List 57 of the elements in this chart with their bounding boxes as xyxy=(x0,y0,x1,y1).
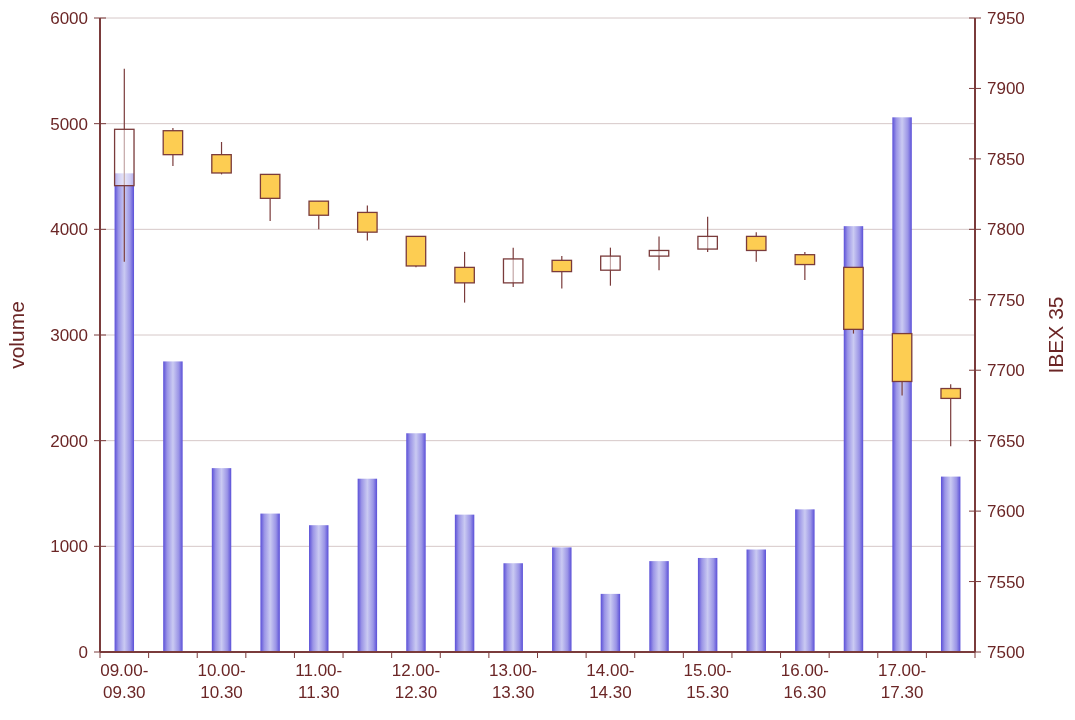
bar xyxy=(309,525,329,652)
y2-tick-label: 7950 xyxy=(987,8,1025,28)
y2-tick-label: 7900 xyxy=(987,79,1025,99)
bar xyxy=(649,561,669,652)
y2-axis-title: IBEX 35 xyxy=(1044,296,1067,374)
candlestick xyxy=(502,247,524,288)
y2-tick-label: 7850 xyxy=(987,149,1025,169)
candlestick xyxy=(551,255,573,290)
candlestick xyxy=(745,231,767,263)
y-tick-label: 1000 xyxy=(50,537,88,557)
x-tick-label: 12.00-12.30 xyxy=(391,661,441,702)
x-tick-label: 14.00-14.30 xyxy=(586,661,635,702)
candlestick xyxy=(454,251,475,304)
candlestick xyxy=(648,235,670,271)
x-tick-label: 11.00-11.30 xyxy=(295,661,343,702)
bar xyxy=(163,361,183,652)
bar xyxy=(260,513,280,652)
candlestick xyxy=(259,173,281,222)
bar xyxy=(552,547,572,652)
candlestick xyxy=(308,200,330,230)
candlestick xyxy=(940,383,962,447)
x-tick-label: 17.00-17.30 xyxy=(877,661,927,702)
bar xyxy=(940,476,961,652)
y2-tick-label: 7750 xyxy=(987,290,1025,310)
x-tick-label: 16.00-16.30 xyxy=(780,661,829,702)
bar xyxy=(503,563,523,652)
candlestick xyxy=(162,127,184,167)
x-tick-label: 13.00-13.30 xyxy=(489,661,538,702)
y-tick-label: 5000 xyxy=(50,114,88,134)
candlestick xyxy=(211,141,232,175)
y2-tick-label: 7550 xyxy=(987,572,1025,592)
candlestick xyxy=(356,204,378,242)
bar xyxy=(600,593,621,652)
bar xyxy=(406,433,426,652)
y2-tick-label: 7700 xyxy=(987,361,1025,381)
y-tick-label: 4000 xyxy=(50,220,88,240)
candlestick xyxy=(794,251,816,281)
candlestick xyxy=(600,247,621,287)
x-tick-label: 09.00-09.30 xyxy=(100,661,149,702)
x-tick-label: 10.00-10.30 xyxy=(197,661,246,702)
bar xyxy=(746,549,766,652)
y-axis-title: volume xyxy=(5,301,28,369)
y-tick-label: 2000 xyxy=(50,431,88,451)
y2-tick-label: 7600 xyxy=(987,502,1025,522)
bar xyxy=(211,468,232,652)
x-tick-label: 15.00-15.30 xyxy=(683,661,732,702)
y2-tick-label: 7800 xyxy=(987,220,1025,240)
y-tick-label: 3000 xyxy=(50,325,88,345)
bar xyxy=(454,514,475,652)
bar xyxy=(795,509,815,652)
bar xyxy=(697,557,718,652)
y-tick-label: 0 xyxy=(78,642,88,662)
candlestick xyxy=(697,216,719,253)
bar xyxy=(357,478,378,652)
y2-tick-label: 7650 xyxy=(987,431,1025,451)
y2-tick-label: 7500 xyxy=(987,642,1025,662)
y-tick-label: 6000 xyxy=(50,8,88,28)
